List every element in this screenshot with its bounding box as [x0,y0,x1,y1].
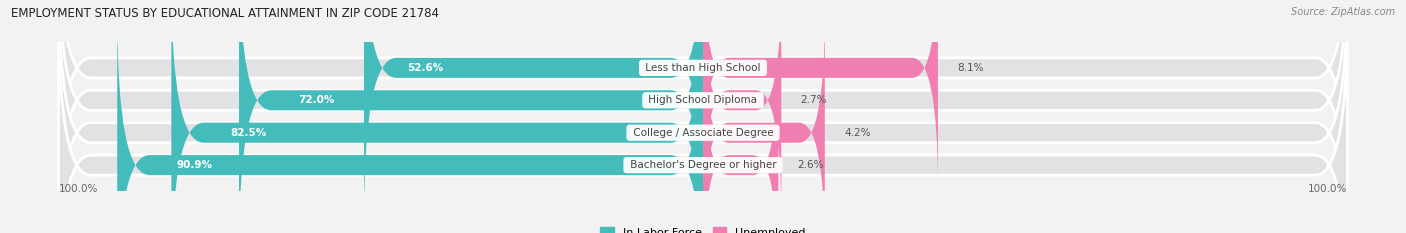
Text: EMPLOYMENT STATUS BY EDUCATIONAL ATTAINMENT IN ZIP CODE 21784: EMPLOYMENT STATUS BY EDUCATIONAL ATTAINM… [11,7,439,20]
Text: High School Diploma: High School Diploma [645,95,761,105]
Text: 90.9%: 90.9% [177,160,212,170]
Text: Source: ZipAtlas.com: Source: ZipAtlas.com [1291,7,1395,17]
Text: College / Associate Degree: College / Associate Degree [630,128,776,138]
FancyBboxPatch shape [703,13,825,233]
FancyBboxPatch shape [364,0,703,220]
FancyBboxPatch shape [703,45,779,233]
Text: Less than High School: Less than High School [643,63,763,73]
FancyBboxPatch shape [703,0,782,220]
Text: Bachelor's Degree or higher: Bachelor's Degree or higher [627,160,779,170]
FancyBboxPatch shape [703,0,938,188]
Text: 100.0%: 100.0% [59,185,98,195]
FancyBboxPatch shape [59,0,1347,233]
Text: 72.0%: 72.0% [298,95,335,105]
Text: 2.6%: 2.6% [797,160,824,170]
Text: 100.0%: 100.0% [1308,185,1347,195]
FancyBboxPatch shape [239,0,703,233]
FancyBboxPatch shape [172,0,703,233]
FancyBboxPatch shape [59,13,1347,233]
FancyBboxPatch shape [117,13,703,233]
Text: 4.2%: 4.2% [844,128,870,138]
Text: 2.7%: 2.7% [800,95,827,105]
Legend: In Labor Force, Unemployed: In Labor Force, Unemployed [600,227,806,233]
FancyBboxPatch shape [59,0,1347,220]
FancyBboxPatch shape [59,0,1347,233]
Text: 82.5%: 82.5% [231,128,267,138]
Text: 8.1%: 8.1% [957,63,984,73]
Text: 52.6%: 52.6% [406,63,443,73]
